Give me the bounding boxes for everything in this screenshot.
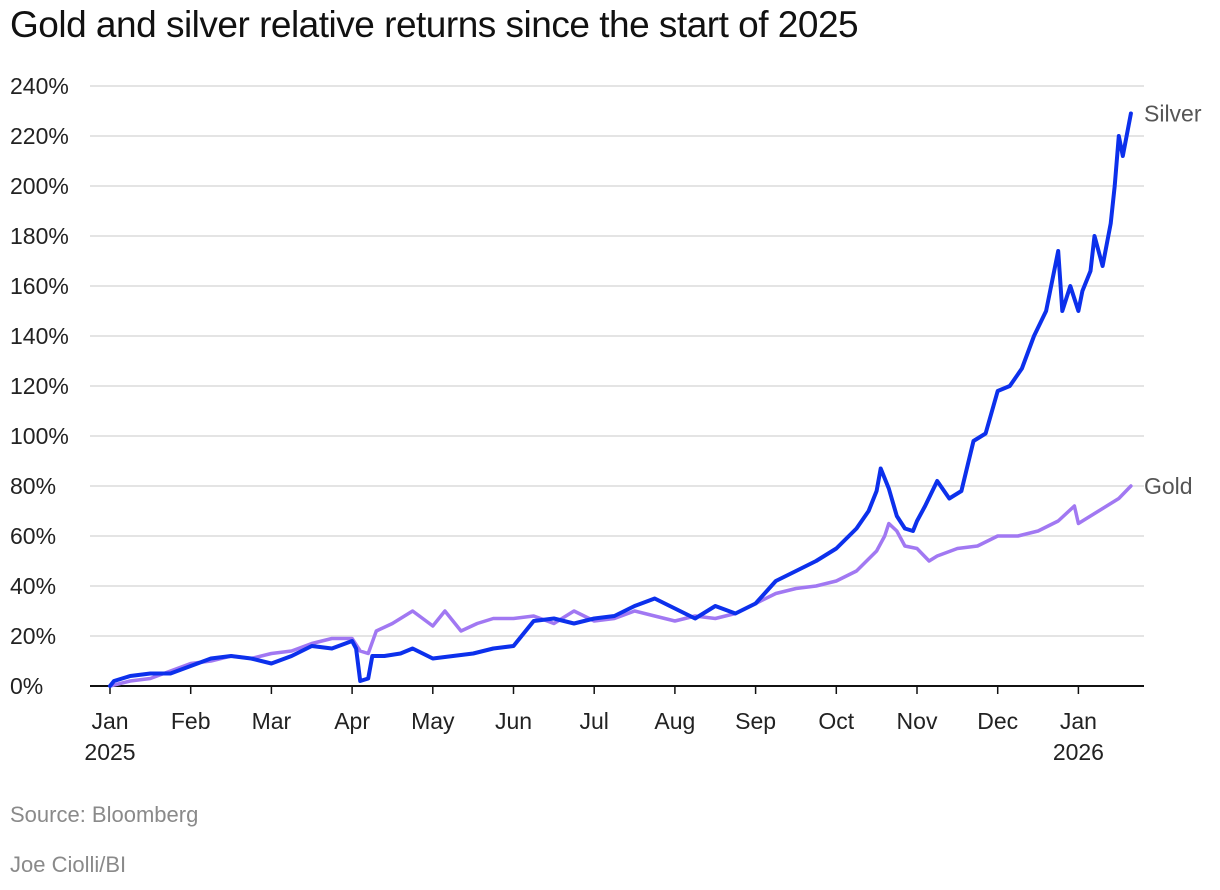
x-tick-label: May [411,708,455,734]
series-label-silver: Silver [1144,101,1202,127]
x-tick-label: Aug [654,708,695,734]
y-tick-label: 140% [10,323,69,349]
x-tick-year-label: 2026 [1053,739,1104,765]
x-tick-label: Jul [579,708,608,734]
x-tick-label: Apr [334,708,370,734]
y-axis: 0% 20% 40% 60% 80% 100% 120% 140% 160% 180% 200% 22… [10,73,69,699]
y-tick-label: 220% [10,123,69,149]
x-tick-label: Dec [977,708,1018,734]
y-tick-label: 200% [10,173,69,199]
x-tick-label: Jan [91,708,128,734]
x-tick-label: Nov [897,708,938,734]
x-tick-label: Oct [818,708,854,734]
series-line-silver [108,111,1133,688]
author-credit: Joe Ciolli/BI [10,852,127,877]
gridlines [90,85,1144,637]
y-tick-label: 0% [10,673,43,699]
y-tick-label: 20% [10,623,56,649]
y-tick-label: 60% [10,523,56,549]
y-tick-label: 240% [10,73,69,99]
x-tick-label: Sep [735,708,776,734]
series-labels: Gold Silver [1144,101,1202,500]
x-tick-year-label: 2025 [84,739,135,765]
series-label-gold: Gold [1144,473,1193,499]
y-tick-label: 40% [10,573,56,599]
x-tick-label: Jan [1060,708,1097,734]
y-tick-label: 80% [10,473,56,499]
chart-title: Gold and silver relative returns since t… [10,4,859,45]
x-tick-label: Mar [252,708,292,734]
source-note: Source: Bloomberg [10,802,199,827]
x-tick-label: Feb [171,708,211,734]
series-line-gold [108,484,1133,688]
y-tick-label: 120% [10,373,69,399]
y-tick-label: 180% [10,223,69,249]
x-axis: Jan 2025 Feb Mar Apr May Jun Jul Aug Sep Oct Nov Dec… [84,685,1144,765]
y-tick-label: 100% [10,423,69,449]
y-tick-label: 160% [10,273,69,299]
x-tick-label: Jun [495,708,532,734]
series-group [108,111,1133,688]
